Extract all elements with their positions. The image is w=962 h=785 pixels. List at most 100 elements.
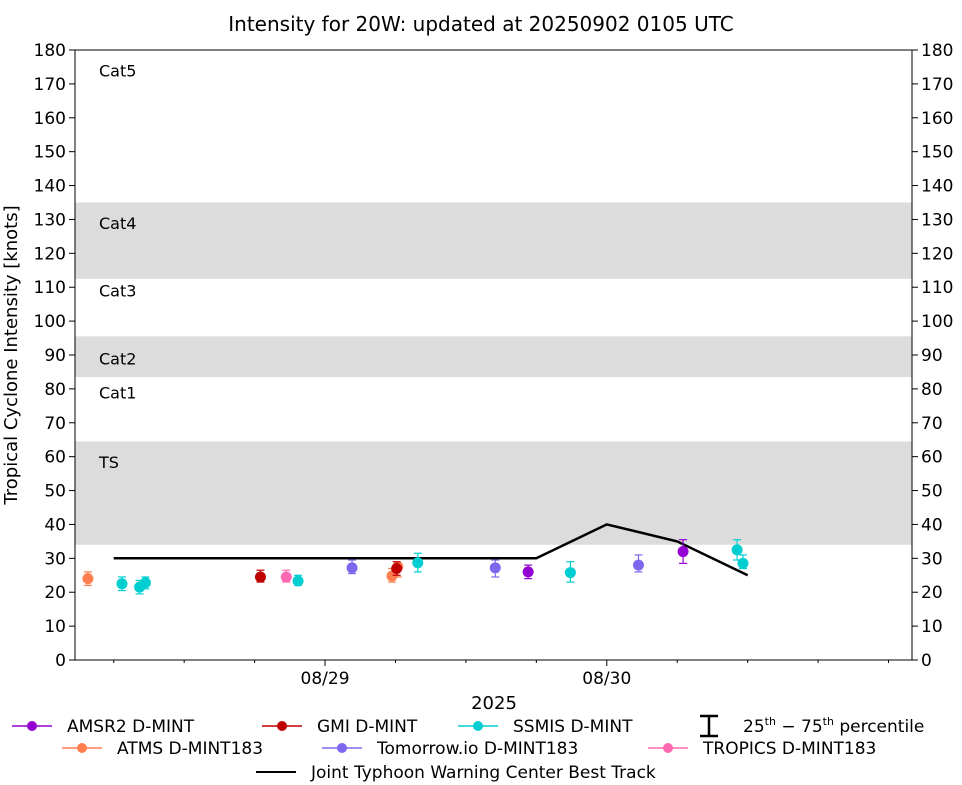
marker <box>346 562 358 574</box>
marker <box>292 575 304 587</box>
band-ts <box>75 441 912 545</box>
point-atms-d-mint183 <box>82 571 94 587</box>
y-axis-label: Tropical Cyclone Intensity [knots] <box>1 205 22 505</box>
data-points <box>82 539 749 595</box>
y-tick-label-right: 30 <box>921 549 943 569</box>
band-label-cat2: Cat2 <box>99 349 136 368</box>
point-amsr2-d-mint <box>677 539 689 565</box>
legend-marker-tropics-d-mint183 <box>663 743 673 753</box>
legend-marker-atms-d-mint183 <box>77 743 87 753</box>
marker <box>564 567 576 579</box>
y-tick-label-right: 80 <box>921 380 943 400</box>
y-tick-label-right: 50 <box>921 482 943 502</box>
y-tick-label-left: 0 <box>55 651 66 671</box>
y-tick-label-left: 130 <box>34 210 66 230</box>
marker <box>116 578 128 590</box>
legend: AMSR2 D-MINT GMI D-MINT SSMIS D-MINT 25th −… <box>12 714 924 783</box>
y-tick-label-right: 170 <box>921 75 953 95</box>
marker <box>522 566 534 578</box>
y-tick-label-right: 150 <box>921 143 953 163</box>
y-tick-label-left: 30 <box>44 549 66 569</box>
point-gmi-d-mint <box>254 569 266 583</box>
y-tick-label-left: 60 <box>44 448 66 468</box>
band-label-cat3: Cat3 <box>99 282 136 301</box>
legend-label-joint-typhoon-warning-center-best-track: Joint Typhoon Warning Center Best Track <box>310 763 656 783</box>
point-ssmis-d-mint <box>731 539 743 561</box>
y-tick-label-left: 20 <box>44 583 66 603</box>
marker <box>731 544 743 556</box>
legend-label-tomorrow-io-d-mint183: Tomorrow.io D-MINT183 <box>376 739 578 759</box>
band-cat4 <box>75 202 912 279</box>
y-tick-label-left: 90 <box>44 346 66 366</box>
band-label-cat4: Cat4 <box>99 214 136 233</box>
y-tick-label-left: 160 <box>34 109 66 129</box>
y-tick-label-left: 120 <box>34 244 66 264</box>
best-track <box>113 523 749 577</box>
band-label-cat1: Cat1 <box>99 383 136 402</box>
y-tick-label-left: 100 <box>34 312 66 332</box>
y-tick-label-left: 50 <box>44 482 66 502</box>
y-tick-label-right: 140 <box>921 177 953 197</box>
point-ssmis-d-mint <box>116 576 128 592</box>
point-ssmis-d-mint <box>737 554 749 570</box>
point-ssmis-d-mint <box>139 576 151 590</box>
marker <box>254 571 266 583</box>
best-track-line <box>113 523 749 577</box>
legend-marker-gmi-d-mint <box>277 721 287 731</box>
legend-marker-amsr2-d-mint <box>27 721 37 731</box>
y-tick-label-right: 110 <box>921 278 953 298</box>
axis-ticks: 0 0 10 10 20 20 30 30 40 40 50 50 60 60 70 70 80 80 90 90 10… <box>34 41 954 689</box>
y-tick-label-right: 0 <box>921 651 932 671</box>
marker <box>632 559 644 571</box>
x-axis-label: 2025 <box>471 693 517 714</box>
y-tick-label-left: 10 <box>44 617 66 637</box>
x-tick-label: 08/30 <box>582 669 631 689</box>
marker <box>489 562 501 574</box>
y-tick-label-right: 90 <box>921 346 943 366</box>
band-cat2 <box>75 336 912 378</box>
legend-marker-tomorrow-io-d-mint183 <box>337 743 347 753</box>
point-tomorrow-io-d-mint183 <box>489 559 501 578</box>
legend-label-ssmis-d-mint: SSMIS D-MINT <box>513 717 633 737</box>
marker <box>280 571 292 583</box>
point-tomorrow-io-d-mint183 <box>346 559 358 575</box>
point-ssmis-d-mint <box>292 574 304 587</box>
y-tick-label-left: 150 <box>34 143 66 163</box>
marker <box>391 563 403 574</box>
marker <box>677 546 689 558</box>
point-gmi-d-mint <box>391 561 403 576</box>
y-tick-label-right: 130 <box>921 210 953 230</box>
legend-label-amsr2-d-mint: AMSR2 D-MINT <box>67 717 195 737</box>
point-amsr2-d-mint <box>522 564 534 580</box>
y-tick-label-left: 180 <box>34 41 66 61</box>
band-label-ts: TS <box>98 453 119 472</box>
point-ssmis-d-mint <box>412 552 424 573</box>
point-tomorrow-io-d-mint183 <box>632 554 644 573</box>
y-tick-label-left: 140 <box>34 177 66 197</box>
y-tick-label-left: 80 <box>44 380 66 400</box>
y-tick-label-right: 100 <box>921 312 953 332</box>
legend-label-percentile: 25th − 75th percentile <box>743 715 924 737</box>
plot-frame <box>74 49 913 661</box>
legend-label-gmi-d-mint: GMI D-MINT <box>317 717 418 737</box>
point-ssmis-d-mint <box>564 561 576 583</box>
marker <box>82 573 94 585</box>
y-tick-label-left: 70 <box>44 414 66 434</box>
y-tick-label-right: 160 <box>921 109 953 129</box>
y-tick-label-right: 40 <box>921 515 943 535</box>
y-tick-label-right: 60 <box>921 448 943 468</box>
y-tick-label-right: 70 <box>921 414 943 434</box>
marker <box>737 557 749 569</box>
y-tick-label-left: 170 <box>34 75 66 95</box>
y-tick-label-right: 120 <box>921 244 953 264</box>
y-tick-label-left: 110 <box>34 278 66 298</box>
y-tick-label-right: 10 <box>921 617 943 637</box>
point-tropics-d-mint183 <box>280 569 292 583</box>
band-label-cat5: Cat5 <box>99 61 136 80</box>
marker <box>412 557 424 569</box>
legend-marker-ssmis-d-mint <box>473 721 483 731</box>
y-tick-label-right: 180 <box>921 41 953 61</box>
legend-label-atms-d-mint183: ATMS D-MINT183 <box>117 739 263 759</box>
x-tick-label: 08/29 <box>301 669 350 689</box>
